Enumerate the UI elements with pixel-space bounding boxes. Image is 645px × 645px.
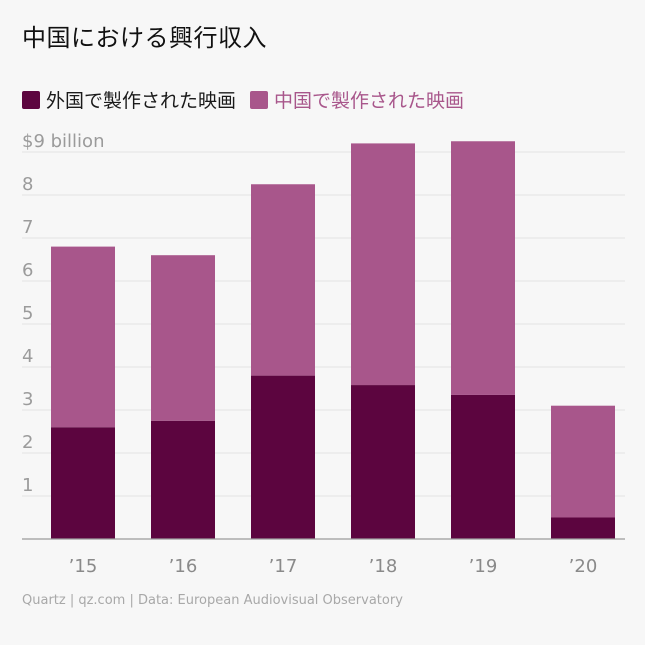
legend-swatch-domestic <box>250 90 269 109</box>
y-tick-label-3: 3 <box>22 389 33 410</box>
legend-item-foreign: 外国で製作された映画 <box>22 86 236 113</box>
bar-domestic-3 <box>351 143 415 386</box>
y-tick-label-4: 4 <box>22 346 33 367</box>
bar-foreign-2 <box>251 375 315 539</box>
bar-foreign-3 <box>351 385 415 539</box>
legend-label-domestic: 中国で製作された映画 <box>274 90 465 112</box>
y-tick-label-7: 7 <box>22 217 33 238</box>
bar-foreign-0 <box>51 427 115 539</box>
legend-swatch-foreign <box>22 90 40 109</box>
legend: 外国で製作された映画 中国で製作された映画 <box>22 86 478 113</box>
source-footer: Quartz | qz.com | Data: European Audiovi… <box>22 593 403 608</box>
bar-domestic-1 <box>151 255 215 421</box>
x-tick-label-3: ’18 <box>369 556 398 577</box>
legend-label-foreign: 外国で製作された映画 <box>46 90 237 112</box>
y-tick-label-8: 8 <box>22 174 33 195</box>
chart-title: 中国における興行収入 <box>22 24 267 52</box>
y-tick-label-6: 6 <box>22 260 33 281</box>
x-tick-label-2: ’17 <box>269 556 298 577</box>
x-tick-label-0: ’15 <box>69 556 98 577</box>
y-tick-label-9: $9 billion <box>22 131 104 152</box>
y-tick-label-2: 2 <box>22 432 33 453</box>
bar-foreign-4 <box>451 394 515 539</box>
bar-domestic-0 <box>51 246 115 428</box>
x-tick-label-5: ’20 <box>569 556 598 577</box>
bar-foreign-5 <box>551 517 615 539</box>
bar-domestic-2 <box>251 184 315 376</box>
y-tick-label-1: 1 <box>22 475 33 496</box>
legend-item-domestic: 中国で製作された映画 <box>250 86 464 113</box>
bar-domestic-5 <box>551 405 615 518</box>
x-tick-label-4: ’19 <box>469 556 498 577</box>
bar-domestic-4 <box>451 141 515 395</box>
y-tick-label-5: 5 <box>22 303 33 324</box>
bar-foreign-1 <box>151 420 215 539</box>
x-tick-label-1: ’16 <box>169 556 198 577</box>
